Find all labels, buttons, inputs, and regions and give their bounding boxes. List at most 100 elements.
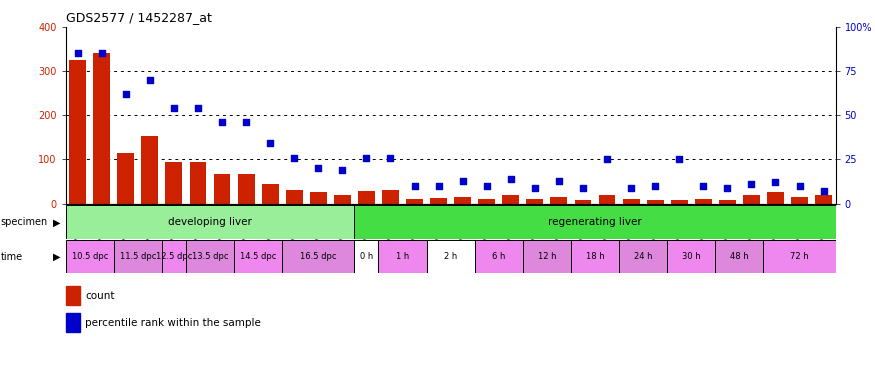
Text: ▶: ▶ xyxy=(52,217,60,227)
Text: specimen: specimen xyxy=(1,217,48,227)
Bar xyxy=(647,200,663,204)
Text: 12 h: 12 h xyxy=(537,252,556,261)
Point xyxy=(239,119,253,125)
Text: developing liver: developing liver xyxy=(168,217,252,227)
Bar xyxy=(354,205,836,239)
Point xyxy=(504,176,518,182)
Bar xyxy=(427,240,475,273)
Bar xyxy=(334,195,351,204)
Text: 14.5 dpc: 14.5 dpc xyxy=(240,252,276,261)
Point xyxy=(720,185,734,191)
Bar xyxy=(94,53,110,204)
Point xyxy=(431,183,445,189)
Bar xyxy=(234,240,282,273)
Text: ▶: ▶ xyxy=(52,252,60,262)
Bar xyxy=(406,199,423,204)
Bar xyxy=(502,195,519,204)
Point xyxy=(816,188,830,194)
Bar xyxy=(114,240,162,273)
Point xyxy=(191,105,205,111)
Bar xyxy=(454,197,471,204)
Bar xyxy=(671,200,688,204)
Point xyxy=(672,156,686,162)
Bar xyxy=(117,153,134,204)
Bar xyxy=(165,162,182,204)
Bar xyxy=(66,286,80,305)
Bar xyxy=(763,240,836,273)
Bar xyxy=(743,195,760,204)
Bar xyxy=(791,197,808,204)
Point xyxy=(624,185,638,191)
Bar xyxy=(310,192,326,204)
Bar xyxy=(527,199,543,204)
Text: count: count xyxy=(85,291,115,301)
Point xyxy=(408,183,422,189)
Bar xyxy=(286,190,303,204)
Point xyxy=(552,177,566,184)
Text: 12.5 dpc: 12.5 dpc xyxy=(156,252,192,261)
Bar xyxy=(142,136,158,204)
Text: 13.5 dpc: 13.5 dpc xyxy=(192,252,228,261)
Bar xyxy=(668,240,716,273)
Text: 1 h: 1 h xyxy=(396,252,410,261)
Point xyxy=(600,156,614,162)
Point xyxy=(480,183,494,189)
Point xyxy=(528,185,542,191)
Text: 72 h: 72 h xyxy=(790,252,808,261)
Bar xyxy=(262,184,278,204)
Bar xyxy=(719,200,736,204)
Bar xyxy=(282,240,354,273)
Bar xyxy=(479,199,495,204)
Text: 30 h: 30 h xyxy=(682,252,701,261)
Bar xyxy=(186,240,235,273)
Bar xyxy=(214,174,230,204)
Bar xyxy=(66,313,80,332)
Text: regenerating liver: regenerating liver xyxy=(548,217,642,227)
Bar xyxy=(571,240,620,273)
Point xyxy=(360,154,374,161)
Bar xyxy=(430,198,447,204)
Bar xyxy=(66,205,354,239)
Point xyxy=(456,177,470,184)
Text: 11.5 dpc: 11.5 dpc xyxy=(120,252,156,261)
Point xyxy=(696,183,710,189)
Bar xyxy=(190,162,206,204)
Text: percentile rank within the sample: percentile rank within the sample xyxy=(85,318,261,328)
Point xyxy=(312,165,326,171)
Bar xyxy=(816,195,832,204)
Point xyxy=(167,105,181,111)
Bar xyxy=(358,191,374,204)
Text: 16.5 dpc: 16.5 dpc xyxy=(300,252,337,261)
Text: 0 h: 0 h xyxy=(360,252,373,261)
Bar xyxy=(379,240,427,273)
Text: 2 h: 2 h xyxy=(444,252,458,261)
Text: 18 h: 18 h xyxy=(585,252,605,261)
Point xyxy=(576,185,590,191)
Bar xyxy=(69,60,86,204)
Bar xyxy=(382,190,399,204)
Text: time: time xyxy=(1,252,23,262)
Bar xyxy=(66,240,114,273)
Bar xyxy=(575,200,592,204)
Text: GDS2577 / 1452287_at: GDS2577 / 1452287_at xyxy=(66,11,212,24)
Text: 48 h: 48 h xyxy=(730,252,749,261)
Bar xyxy=(598,195,615,204)
Bar xyxy=(550,197,567,204)
Point xyxy=(215,119,229,125)
Bar xyxy=(716,240,763,273)
Point xyxy=(263,141,277,147)
Point xyxy=(793,183,807,189)
Text: 6 h: 6 h xyxy=(492,252,506,261)
Point xyxy=(745,181,759,187)
Bar xyxy=(354,240,379,273)
Bar xyxy=(623,199,640,204)
Point xyxy=(335,167,349,173)
Bar xyxy=(620,240,668,273)
Bar xyxy=(475,240,523,273)
Point xyxy=(94,50,108,56)
Point xyxy=(143,77,157,83)
Point xyxy=(287,154,301,161)
Text: 10.5 dpc: 10.5 dpc xyxy=(72,252,108,261)
Point xyxy=(119,91,133,97)
Text: 24 h: 24 h xyxy=(634,252,653,261)
